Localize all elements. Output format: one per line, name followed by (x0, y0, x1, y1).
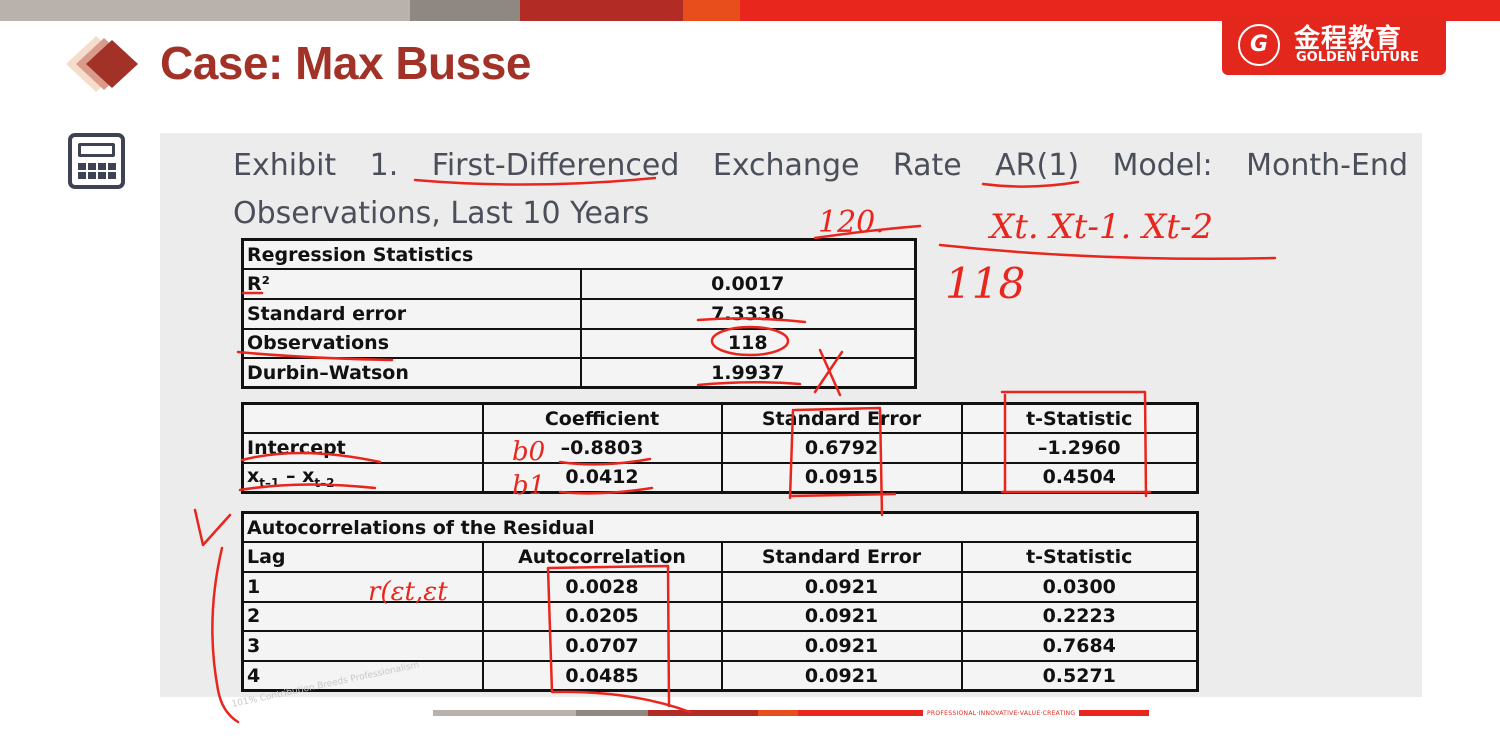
logo-seal-icon: G (1238, 24, 1280, 66)
autocorrelations-table: Autocorrelations of the Residual Lag Aut… (241, 511, 1199, 693)
table-row: 1 0.0028 0.0921 0.0300 (241, 570, 1199, 603)
calculator-icon (68, 133, 125, 189)
table-row: Observations 118 (241, 327, 917, 360)
golden-future-logo: G 金程教育 GOLDEN FUTURE (1222, 14, 1446, 75)
table-header-row: Lag Autocorrelation Standard Error t-Sta… (241, 541, 1199, 573)
table-row: Standard error 7.3336 (241, 297, 917, 330)
table-header: Autocorrelations of the Residual (241, 511, 1199, 544)
coefficients-table: Coefficient Standard Error t-Statistic I… (241, 402, 1199, 495)
lag-term-label: xt–1 – xt–2 (241, 461, 484, 494)
diamond-bullet-icon (66, 36, 138, 92)
exhibit-title: Exhibit 1. First-Differenced Exchange Ra… (233, 148, 1408, 231)
table-row: Durbin–Watson 1.9937 (241, 357, 917, 389)
page-title: Case: Max Busse (160, 37, 531, 89)
logo-cn: 金程教育 (1294, 24, 1403, 54)
table-row: R² 0.0017 (241, 268, 917, 300)
footer-bar: PROFESSIONAL·INNOVATIVE·VALUE·CREATING (433, 709, 1150, 717)
table-row: 3 0.0707 0.0921 0.7684 (241, 630, 1199, 662)
logo-en: GOLDEN FUTURE (1296, 50, 1419, 65)
table-row: Intercept –0.8803 0.6792 –1.2960 (241, 432, 1199, 464)
regression-statistics-table: Regression Statistics R² 0.0017 Standard … (241, 238, 917, 390)
table-header: Regression Statistics (241, 238, 917, 271)
table-row: xt–1 – xt–2 0.0412 0.0915 0.4504 (241, 461, 1199, 494)
table-header-row: Coefficient Standard Error t-Statistic (241, 402, 1199, 435)
top-color-bar (0, 0, 1500, 21)
table-row: 2 0.0205 0.0921 0.2223 (241, 600, 1199, 633)
footer-slogan: PROFESSIONAL·INNOVATIVE·VALUE·CREATING (927, 709, 1076, 717)
